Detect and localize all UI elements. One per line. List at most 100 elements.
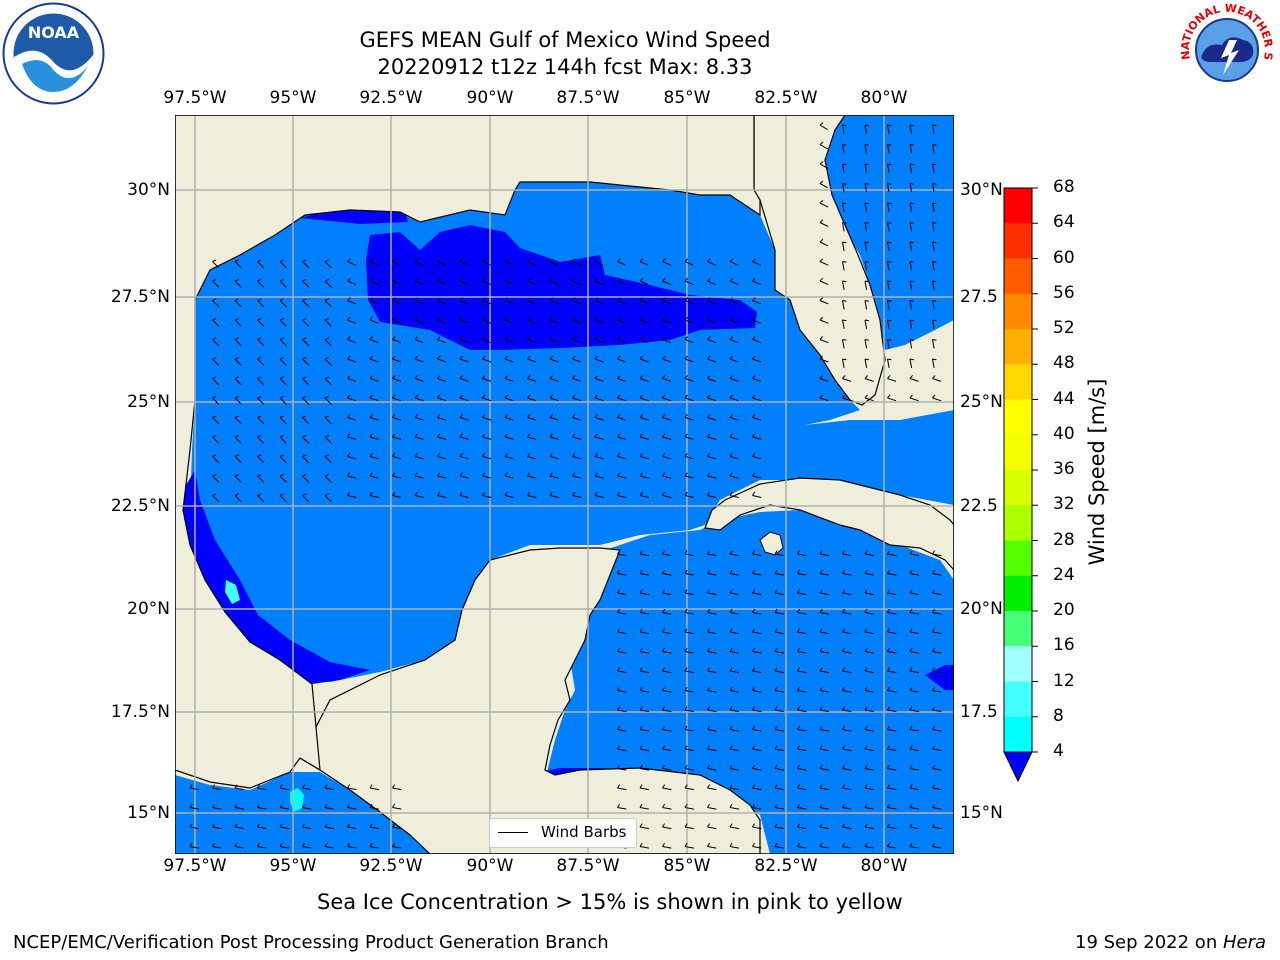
wind-barb-flag	[437, 277, 441, 282]
wind-barb-flag	[842, 222, 847, 224]
wind-barb-flag	[774, 608, 778, 613]
wind-barb-flag	[819, 667, 823, 672]
wind-barb-flag	[662, 355, 666, 360]
wind-barb	[707, 846, 717, 849]
wind-barb-flag	[752, 472, 756, 477]
colorbar-tick-label: 36	[1053, 459, 1075, 479]
wind-barb-flag	[819, 784, 823, 789]
wind-barb	[234, 261, 242, 269]
wind-barb	[302, 339, 310, 347]
wind-barb	[324, 378, 332, 386]
wind-barb-flag	[369, 784, 373, 789]
wind-barb	[369, 300, 379, 305]
wind-barb-flag	[819, 569, 823, 574]
wind-barb	[684, 280, 694, 286]
wind-barb	[549, 495, 559, 498]
wind-barb	[842, 631, 852, 635]
wind-barb-flag	[617, 375, 621, 379]
wind-barb-flag	[797, 803, 801, 808]
wind-barb	[887, 261, 890, 271]
wind-barb-flag	[662, 823, 666, 828]
wind-barb	[909, 261, 913, 271]
wind-barb-flag	[932, 745, 936, 750]
wind-barb	[864, 222, 868, 232]
wind-barb	[864, 124, 868, 134]
wind-barb-flag	[279, 454, 284, 457]
wind-barb-flag	[707, 394, 711, 399]
wind-barb-flag	[864, 124, 870, 127]
lon-label-bottom: 92.5°W	[359, 856, 423, 876]
wind-barb	[392, 339, 402, 344]
wind-barb-flag	[639, 375, 643, 379]
wind-barb	[617, 339, 627, 344]
wind-barb	[707, 690, 717, 693]
wind-barb-flag	[212, 784, 216, 789]
wind-barb	[819, 592, 829, 596]
wind-barb	[617, 280, 626, 286]
wind-barb	[662, 592, 672, 596]
wind-barb	[482, 436, 492, 440]
wind-barb-flag	[684, 628, 688, 633]
wind-barb-flag	[842, 667, 846, 672]
wind-barb	[212, 358, 220, 366]
wind-barb	[842, 183, 845, 193]
wind-barb-flag	[864, 569, 868, 574]
wind-barb-flag	[617, 784, 621, 789]
wind-barb	[887, 612, 897, 615]
wind-barb	[707, 261, 716, 266]
wind-barb-flag	[684, 842, 688, 847]
wind-barb-flag	[887, 319, 892, 322]
wind-barb	[437, 456, 447, 460]
wind-barb-flag	[662, 784, 666, 789]
wind-barb-flag	[752, 453, 756, 457]
wind-barb-flag	[572, 413, 576, 418]
wind-barb	[369, 807, 379, 810]
wind-barb	[662, 436, 672, 440]
wind-barb	[279, 339, 287, 347]
lon-label-top: 92.5°W	[359, 88, 423, 108]
wind-barb-flag	[639, 686, 643, 691]
wind-barb-flag	[234, 356, 239, 360]
wind-barb-flag	[189, 842, 193, 847]
wind-barb-flag	[639, 277, 644, 282]
wind-barb-flag	[909, 608, 913, 613]
wind-barb	[234, 436, 242, 444]
wind-barb	[482, 319, 492, 324]
wind-barb	[504, 456, 514, 460]
wind-barb-flag	[842, 647, 846, 652]
wind-barb	[864, 690, 874, 693]
wind-barb-flag	[594, 277, 599, 282]
wind-barb	[212, 378, 220, 386]
wind-barb-flag	[234, 395, 239, 399]
wind-barb	[842, 553, 852, 557]
low-wind-top	[300, 210, 408, 224]
wind-barb	[797, 592, 807, 596]
wind-barb-flag	[842, 589, 846, 594]
wind-barb	[729, 436, 739, 440]
wind-barb-flag	[842, 842, 846, 847]
wind-barb	[887, 592, 897, 596]
wind-barb-flag	[257, 842, 261, 847]
wind-barb-flag	[617, 706, 621, 711]
wind-barb	[279, 495, 287, 503]
wind-barb-flag	[729, 628, 733, 633]
wind-barb-flag	[369, 394, 373, 399]
wind-barb	[752, 787, 762, 791]
lon-label-top: 85°W	[663, 88, 711, 108]
wind-barb	[819, 163, 829, 169]
wind-barb-flag	[639, 589, 643, 594]
colorbar-segment	[1004, 505, 1032, 541]
wind-barb-flag	[864, 725, 868, 730]
wind-barb	[909, 222, 913, 232]
wind-barb-flag	[527, 258, 531, 262]
wind-barb	[527, 456, 537, 460]
lon-label-bottom: 97.5°W	[163, 856, 227, 876]
wind-barb-flag	[707, 764, 711, 769]
wind-barb	[909, 319, 913, 329]
wind-barb-flag	[437, 394, 441, 399]
wind-barb-flag	[932, 647, 936, 652]
wind-barb-flag	[212, 395, 217, 399]
wind-barb-flag	[482, 316, 486, 321]
wind-barb-flag	[257, 784, 261, 789]
wind-barb	[527, 261, 536, 266]
